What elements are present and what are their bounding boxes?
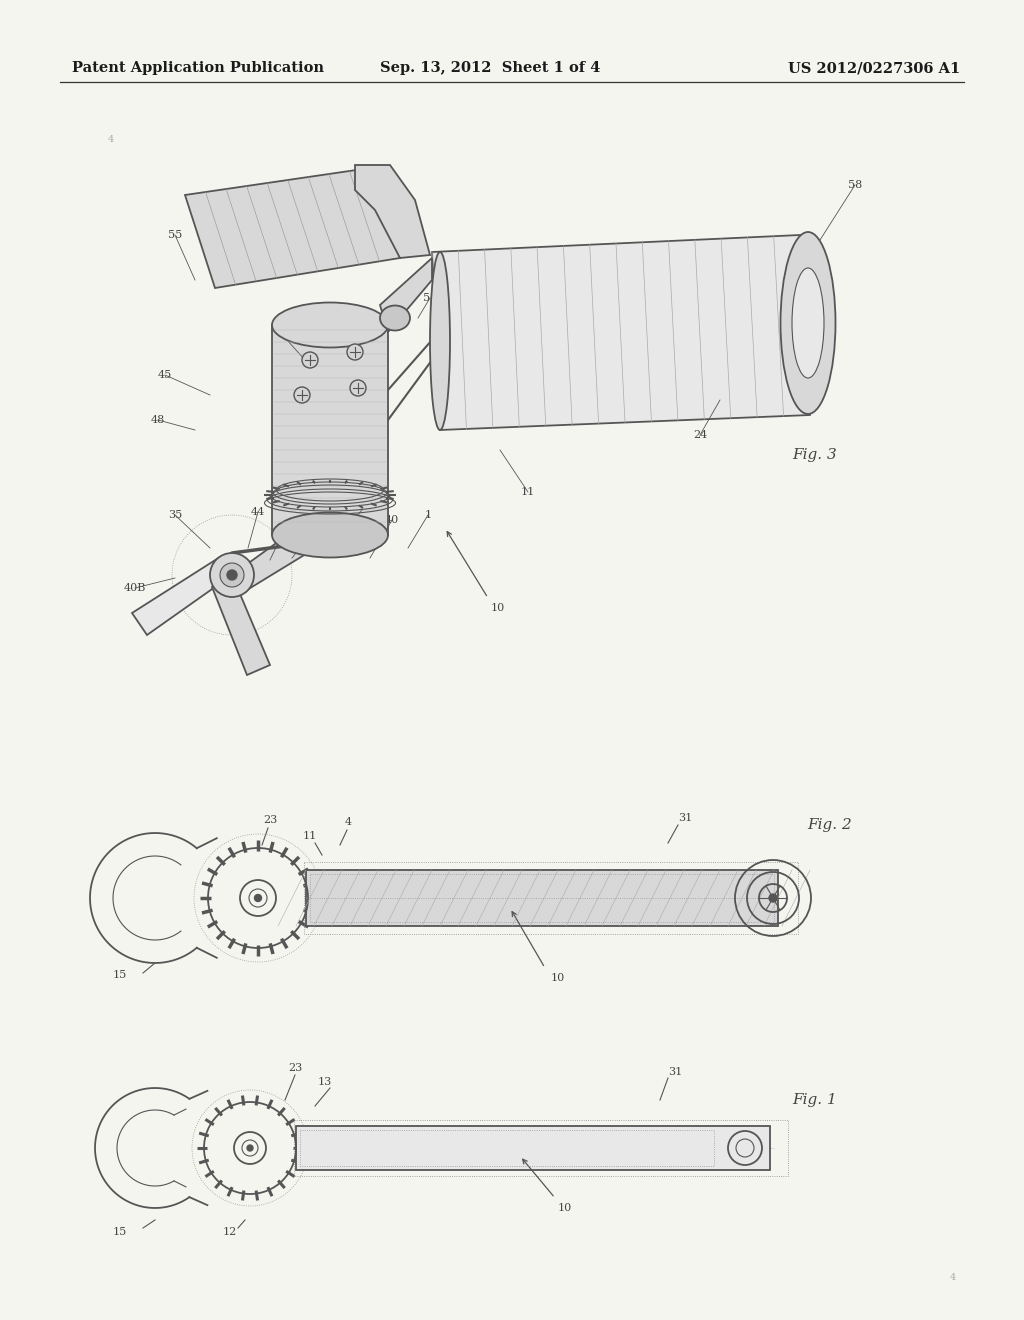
Ellipse shape [430, 252, 450, 430]
Text: 40: 40 [385, 515, 399, 525]
Text: 43: 43 [283, 513, 297, 523]
Ellipse shape [780, 232, 836, 414]
Text: 48: 48 [151, 414, 165, 425]
Text: 55: 55 [168, 230, 182, 240]
Bar [310, 874, 774, 921]
Ellipse shape [272, 302, 388, 347]
Circle shape [255, 895, 261, 902]
Polygon shape [185, 168, 400, 288]
Text: US 2012/0227306 A1: US 2012/0227306 A1 [787, 61, 961, 75]
Text: 4: 4 [108, 135, 115, 144]
Text: 10: 10 [551, 973, 565, 983]
Ellipse shape [272, 512, 388, 557]
Text: 22: 22 [311, 520, 326, 531]
Text: Sep. 13, 2012  Sheet 1 of 4: Sep. 13, 2012 Sheet 1 of 4 [380, 61, 600, 75]
Text: 10: 10 [558, 1203, 572, 1213]
Text: 31: 31 [668, 1067, 682, 1077]
Bar [304, 862, 798, 935]
Text: 11: 11 [521, 487, 536, 498]
Text: Fig. 1: Fig. 1 [793, 1093, 838, 1107]
Polygon shape [432, 235, 810, 430]
Text: 1: 1 [424, 510, 431, 520]
Text: 13: 13 [317, 1077, 332, 1086]
Text: 31: 31 [678, 813, 692, 822]
Text: 35: 35 [168, 510, 182, 520]
Text: 52: 52 [423, 293, 437, 304]
Text: 40B: 40B [124, 583, 146, 593]
Text: 11: 11 [303, 832, 317, 841]
Text: 58: 58 [848, 180, 862, 190]
Polygon shape [232, 510, 337, 590]
Circle shape [247, 1144, 253, 1151]
Ellipse shape [792, 268, 824, 378]
Circle shape [302, 352, 318, 368]
Circle shape [210, 553, 254, 597]
Text: 10: 10 [490, 603, 505, 612]
Circle shape [769, 894, 777, 902]
Text: Fig. 2: Fig. 2 [808, 818, 852, 832]
Circle shape [294, 387, 310, 403]
Text: 15: 15 [113, 970, 127, 979]
Bar [294, 1119, 788, 1176]
Text: 45: 45 [158, 370, 172, 380]
Text: 19: 19 [355, 506, 369, 515]
Circle shape [220, 564, 244, 587]
Ellipse shape [380, 305, 410, 330]
Text: 15: 15 [113, 1228, 127, 1237]
Text: 4: 4 [950, 1272, 956, 1282]
Polygon shape [380, 257, 432, 333]
Circle shape [227, 570, 237, 579]
Bar [306, 870, 778, 927]
Circle shape [350, 380, 366, 396]
Text: 12: 12 [223, 1228, 238, 1237]
Polygon shape [132, 557, 232, 635]
Bar [272, 325, 388, 535]
Text: Patent Application Publication: Patent Application Publication [72, 61, 324, 75]
Text: 24: 24 [693, 430, 708, 440]
Circle shape [347, 345, 362, 360]
Text: 4: 4 [344, 817, 351, 828]
Bar [296, 1126, 770, 1170]
Polygon shape [355, 165, 430, 257]
Text: 42: 42 [385, 313, 399, 323]
Bar [300, 1130, 714, 1166]
Polygon shape [212, 576, 270, 675]
Text: 23: 23 [263, 814, 278, 825]
Text: 23: 23 [288, 1063, 302, 1073]
Text: Fig. 3: Fig. 3 [793, 447, 838, 462]
Text: 46: 46 [271, 325, 285, 335]
Text: 44: 44 [251, 507, 265, 517]
